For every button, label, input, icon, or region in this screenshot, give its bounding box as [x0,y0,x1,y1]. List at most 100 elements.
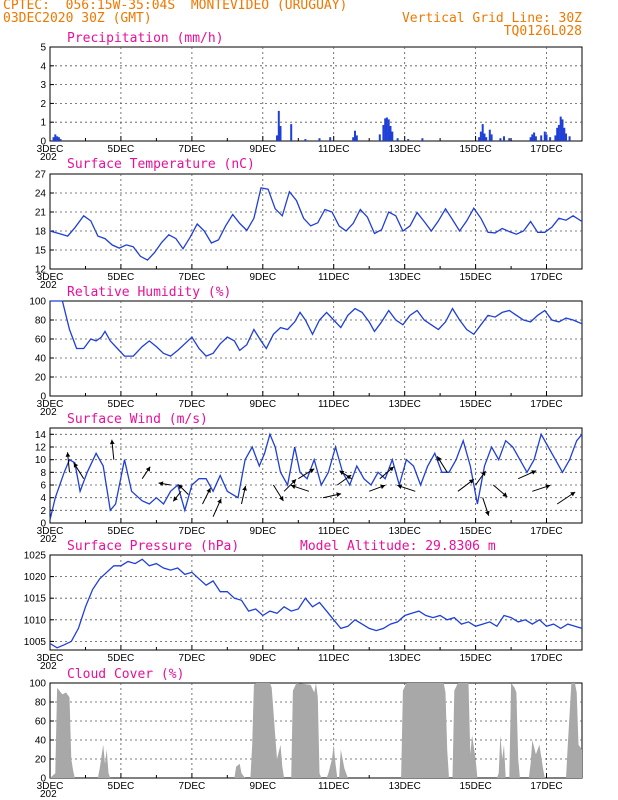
x-tick-label: 11DEC [318,653,350,664]
x-tick-label: 11DEC [318,272,350,283]
precip-bar [565,133,567,141]
x-tick-label: 15DEC [459,781,491,792]
y-tick-label: 1015 [24,594,47,605]
y-tick-label: 2 [40,99,46,110]
wind-arrow-head [309,468,315,473]
precip-bar [352,137,355,141]
precip-bar [479,131,482,141]
wind-arrow-head [173,496,178,502]
y-tick-label: 40 [35,354,47,365]
precip-bar [508,138,511,141]
cloud-cover-area [50,683,582,778]
y-tick-label: 1005 [24,637,47,648]
wind-arrow-head [570,492,576,497]
precip-bar [534,136,537,141]
precip-bar [56,136,59,141]
x-tick-label: 3DEC [37,781,64,792]
precip-bar [355,135,358,141]
y-tick-label: 3 [40,80,46,91]
plot-frame [49,46,583,142]
x-tick-label: 15DEC [459,399,491,410]
precip-bar [478,137,481,141]
y-tick-label: 80 [35,316,47,327]
precip-bar [277,110,280,141]
x-tick-label: 17DEC [530,526,562,537]
y-tick-label: 4 [40,61,46,72]
x-tick-label: 15DEC [459,526,491,537]
precip-bar [503,136,505,141]
x-tick-label: 9DEC [249,144,276,155]
year-label: 202 [40,534,57,545]
y-tick-label: 4 [40,493,46,504]
wind-arrow-head [388,466,394,472]
precip-bar [499,138,502,141]
x-tick-label: 5DEC [108,399,135,410]
precip-bar [481,124,484,141]
precip-bar [290,124,293,141]
plot-frame [49,427,583,524]
wind-arrow-head [279,496,284,501]
x-tick-label: 7DEC [179,526,206,537]
precip-bar [318,138,321,141]
wind-arrow-head [502,492,508,497]
x-tick-label: 13DEC [389,144,421,155]
x-tick-label: 7DEC [179,144,206,155]
panel-title: Surface Wind (m/s) [67,412,208,427]
precip-bar [378,134,381,141]
x-tick-label: 13DEC [389,399,421,410]
wind-arrow-head [291,479,297,485]
precip-bar [485,137,488,141]
precip-bar [391,131,394,141]
y-tick-label: 6 [40,481,46,492]
precip-bar [57,137,60,141]
plot-frame [49,554,583,651]
wind-arrow-head [397,484,403,489]
precip-bar [561,119,564,141]
header-grid-line: Vertical Grid Line: 30Z [401,11,582,26]
y-tick-label: 2 [40,506,46,517]
precip-bar [387,119,390,141]
x-tick-label: 11DEC [318,526,350,537]
x-tick-label: 5DEC [108,526,135,537]
y-tick-label: 1020 [24,572,47,583]
x-tick-label: 11DEC [318,781,350,792]
precip-bar [533,132,536,141]
precip-bar [563,127,566,141]
wind-arrow-head [481,471,486,476]
wind-arrow-head [65,452,71,457]
x-tick-label: 13DEC [389,526,421,537]
y-tick-label: 100 [29,297,46,308]
y-tick-label: 18 [35,227,47,238]
x-tick-label: 3DEC [37,272,64,283]
precip-bar [59,139,62,141]
y-tick-label: 24 [35,189,47,200]
precip-bar [549,137,552,141]
x-tick-label: 13DEC [389,653,421,664]
y-tick-label: 5 [40,43,46,54]
x-tick-label: 17DEC [530,653,562,664]
precip-bar [540,135,543,141]
x-tick-label: 13DEC [389,272,421,283]
year-label: 202 [40,280,57,291]
model-altitude-label: Model Altitude: 29.8306 m [300,539,496,554]
y-tick-label: 8 [40,468,46,479]
wind-arrow-head [545,484,551,489]
wind-arrow-head [73,462,79,468]
precip-bar [568,136,571,141]
x-tick-label: 17DEC [530,272,562,283]
y-tick-label: 80 [35,698,47,709]
precip-bar [54,134,57,141]
precip-bar [490,134,493,141]
year-label: 202 [40,789,57,800]
precip-bar [557,125,560,141]
y-tick-label: 20 [35,755,47,766]
x-tick-label: 9DEC [249,526,276,537]
precip-bar [382,125,385,141]
x-tick-label: 7DEC [179,399,206,410]
wind-arrow-head [485,510,490,516]
y-tick-label: 60 [35,335,47,346]
x-tick-label: 3DEC [37,526,64,537]
year-label: 202 [40,407,57,418]
precip-bar [531,134,534,141]
